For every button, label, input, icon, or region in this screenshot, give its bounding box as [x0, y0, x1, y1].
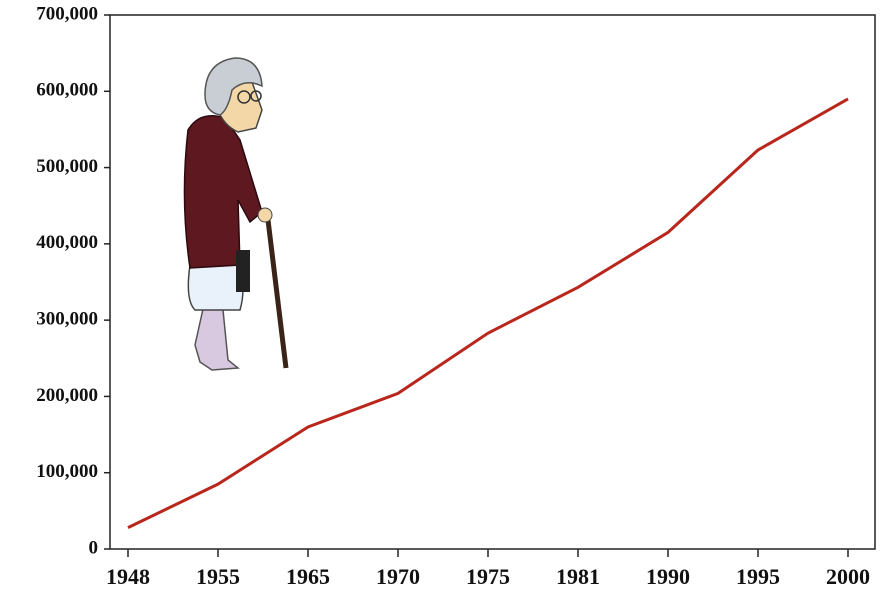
y-tick-label: 500,000 [36, 156, 98, 177]
y-tick-label: 200,000 [36, 385, 98, 406]
x-tick-label: 1955 [196, 564, 240, 589]
x-tick-label: 2000 [826, 564, 870, 589]
x-tick-label: 1995 [736, 564, 780, 589]
y-tick-label: 100,000 [36, 461, 98, 482]
y-tick-label: 600,000 [36, 80, 98, 101]
y-tick-label: 300,000 [36, 309, 98, 330]
y-tick-label: 400,000 [36, 232, 98, 253]
x-tick-label: 1981 [556, 564, 600, 589]
y-tick-label: 700,000 [36, 3, 98, 24]
x-tick-label: 1965 [286, 564, 330, 589]
x-tick-label: 1970 [376, 564, 420, 589]
chart: 0 100,000 200,000 300,000 400,000 500,000 600,… [0, 0, 885, 595]
old-woman-illustration [184, 58, 286, 370]
x-tick-label: 1948 [106, 564, 150, 589]
y-tick-label: 0 [89, 537, 99, 558]
x-tick-label: 1990 [646, 564, 690, 589]
x-tick-label: 1975 [466, 564, 510, 589]
